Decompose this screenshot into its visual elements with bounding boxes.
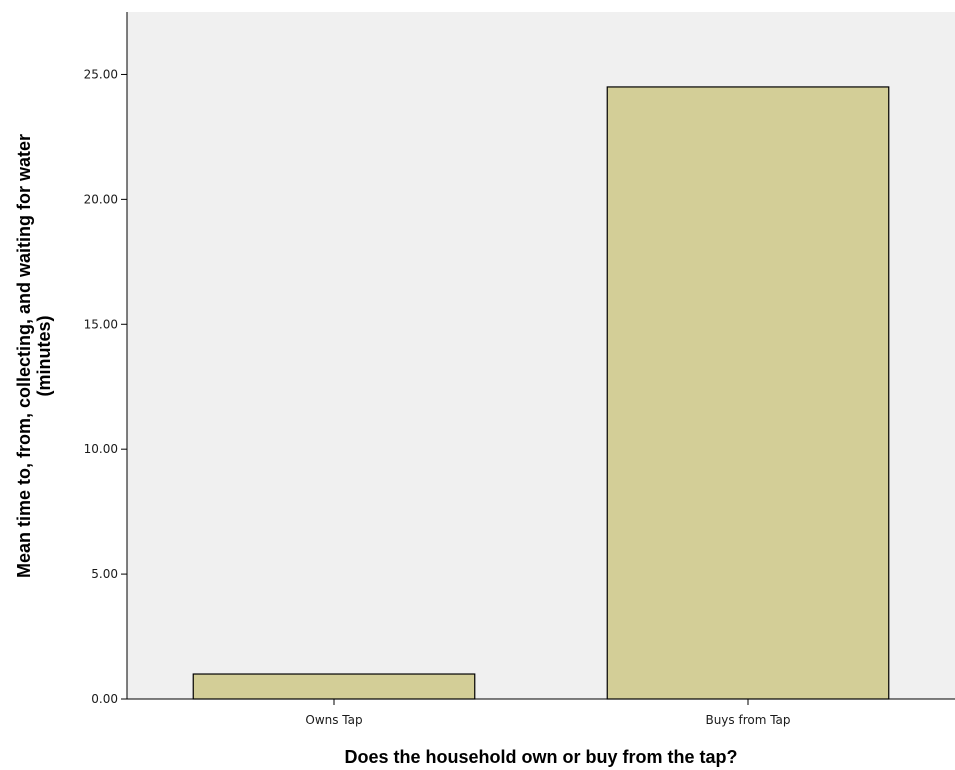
x-tick-label: Buys from Tap xyxy=(705,713,790,727)
x-axis-title: Does the household own or buy from the t… xyxy=(344,747,737,767)
y-tick-label: 10.00 xyxy=(84,442,118,456)
bar xyxy=(606,86,890,700)
y-tick-label: 25.00 xyxy=(84,67,118,81)
x-ticks-group: Owns Tap Buys from Tap xyxy=(305,699,791,727)
y-axis-title-line2: (minutes) xyxy=(34,315,54,396)
y-tick-label: 0.00 xyxy=(91,692,118,706)
bars-group xyxy=(192,86,890,700)
y-ticks-group: 0.00 5.00 10.00 15.00 20.00 25.00 xyxy=(84,67,127,706)
bar xyxy=(192,673,476,700)
y-tick-label: 20.00 xyxy=(84,192,118,206)
y-axis-title-line1: Mean time to, from, collecting, and wait… xyxy=(14,134,34,578)
x-tick-label: Owns Tap xyxy=(305,713,362,727)
y-tick-label: 15.00 xyxy=(84,317,118,331)
y-tick-label: 5.00 xyxy=(91,567,118,581)
